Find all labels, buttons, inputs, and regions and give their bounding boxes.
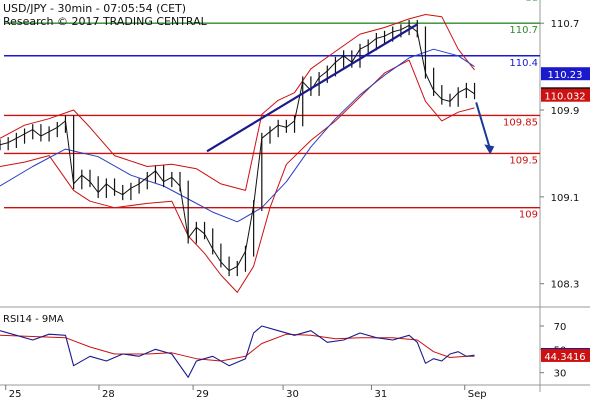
rsi-line bbox=[0, 325, 475, 378]
bollinger-lower bbox=[0, 59, 475, 293]
level-label: 109.85 bbox=[503, 117, 538, 128]
level-label: 110.4 bbox=[509, 58, 538, 69]
price-y-tick-label: 109.1 bbox=[551, 193, 580, 204]
x-tick-label: 31 bbox=[374, 389, 387, 400]
bollinger-upper bbox=[0, 14, 475, 191]
copyright-label: Research © 2017 TRADING CENTRAL bbox=[3, 15, 208, 28]
x-tick-label: 25 bbox=[9, 389, 22, 400]
level-label: 110.7 bbox=[509, 25, 538, 36]
price-y-tick-label: 108.3 bbox=[551, 280, 580, 291]
trendline bbox=[206, 23, 418, 153]
rsi-y-tick-label: 70 bbox=[554, 322, 567, 333]
rsi-y-tick-label: 30 bbox=[554, 369, 567, 380]
x-tick-label: 29 bbox=[196, 389, 209, 400]
price-y-tick-label: 110.7 bbox=[551, 19, 580, 30]
price-badge bbox=[541, 67, 590, 81]
price-badge-label: 110.23 bbox=[548, 70, 583, 81]
level-label: 109.5 bbox=[509, 155, 538, 166]
x-axis: 25 28 29 30 31 Sep bbox=[0, 384, 590, 400]
price-y-tick-label: 109.9 bbox=[551, 106, 580, 117]
level-label: 11 bbox=[525, 0, 538, 4]
rsi-ma-line bbox=[0, 333, 475, 362]
price-line bbox=[0, 24, 475, 272]
price-panel: 108.3 109.1 109.9 110.7 11 110.7 110.4 109.85 10… bbox=[0, 0, 590, 392]
x-tick-label: Sep bbox=[468, 389, 487, 400]
rsi-title: RSI14 - 9MA bbox=[3, 314, 64, 325]
x-tick-label: 30 bbox=[286, 389, 299, 400]
x-tick-label: 28 bbox=[102, 389, 115, 400]
rsi-badge-label: 44.3416 bbox=[544, 352, 585, 363]
price-badge bbox=[541, 88, 590, 102]
price-badge-label: 110.032 bbox=[544, 92, 585, 103]
forecast-arrow-shaft bbox=[475, 102, 491, 147]
forecast-arrow-head bbox=[484, 144, 495, 155]
rsi-badge bbox=[541, 348, 590, 362]
level-label: 109 bbox=[519, 210, 538, 221]
rsi-panel: 30507045.142444.3416 bbox=[0, 322, 590, 380]
chart-title: USD/JPY - 30min - 07:05:54 (CET) bbox=[3, 2, 186, 15]
